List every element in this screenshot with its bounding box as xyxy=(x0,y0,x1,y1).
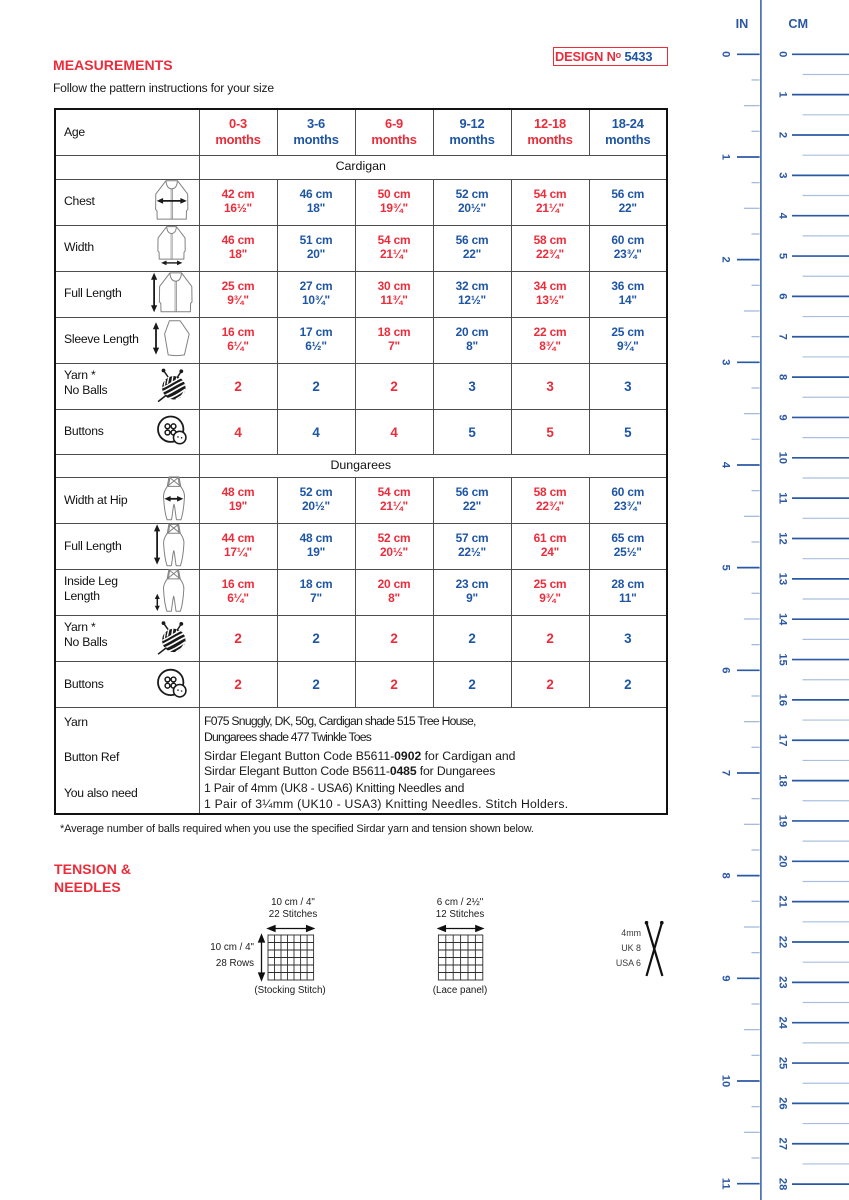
svg-text:27: 27 xyxy=(776,1138,788,1150)
svg-text:6: 6 xyxy=(720,667,732,673)
svg-text:6: 6 xyxy=(776,293,788,299)
svg-text:5: 5 xyxy=(776,253,788,259)
svg-text:15: 15 xyxy=(776,653,788,665)
svg-text:14: 14 xyxy=(776,613,788,626)
svg-text:11: 11 xyxy=(720,1178,732,1190)
svg-text:20: 20 xyxy=(776,855,788,867)
svg-text:21: 21 xyxy=(776,895,788,907)
svg-text:26: 26 xyxy=(776,1097,788,1109)
svg-text:28: 28 xyxy=(776,1178,788,1190)
svg-text:19: 19 xyxy=(776,815,788,827)
svg-text:25: 25 xyxy=(776,1057,788,1069)
svg-text:8: 8 xyxy=(776,374,788,380)
svg-text:13: 13 xyxy=(776,573,788,585)
svg-text:9: 9 xyxy=(776,414,788,420)
svg-text:23: 23 xyxy=(776,976,788,988)
svg-text:5: 5 xyxy=(720,565,732,571)
svg-text:IN: IN xyxy=(736,17,749,31)
svg-text:4: 4 xyxy=(720,462,732,469)
svg-text:10: 10 xyxy=(776,452,788,464)
svg-text:12: 12 xyxy=(776,532,788,544)
svg-text:17: 17 xyxy=(776,734,788,746)
svg-text:8: 8 xyxy=(720,873,732,879)
svg-text:9: 9 xyxy=(720,975,732,981)
svg-text:1: 1 xyxy=(720,154,732,160)
svg-text:22: 22 xyxy=(776,936,788,948)
svg-text:18: 18 xyxy=(776,774,788,786)
svg-text:11: 11 xyxy=(776,492,788,504)
svg-text:7: 7 xyxy=(720,770,732,776)
svg-text:2: 2 xyxy=(720,257,732,263)
svg-text:7: 7 xyxy=(776,334,788,340)
svg-text:16: 16 xyxy=(776,694,788,706)
svg-text:3: 3 xyxy=(720,359,732,365)
svg-text:0: 0 xyxy=(720,51,732,57)
svg-text:24: 24 xyxy=(776,1016,788,1029)
svg-text:3: 3 xyxy=(776,172,788,178)
svg-text:1: 1 xyxy=(776,92,788,98)
svg-text:2: 2 xyxy=(776,132,788,138)
svg-text:0: 0 xyxy=(776,51,788,57)
svg-text:10: 10 xyxy=(720,1075,732,1087)
svg-text:CM: CM xyxy=(788,17,808,31)
svg-text:4: 4 xyxy=(776,213,788,220)
